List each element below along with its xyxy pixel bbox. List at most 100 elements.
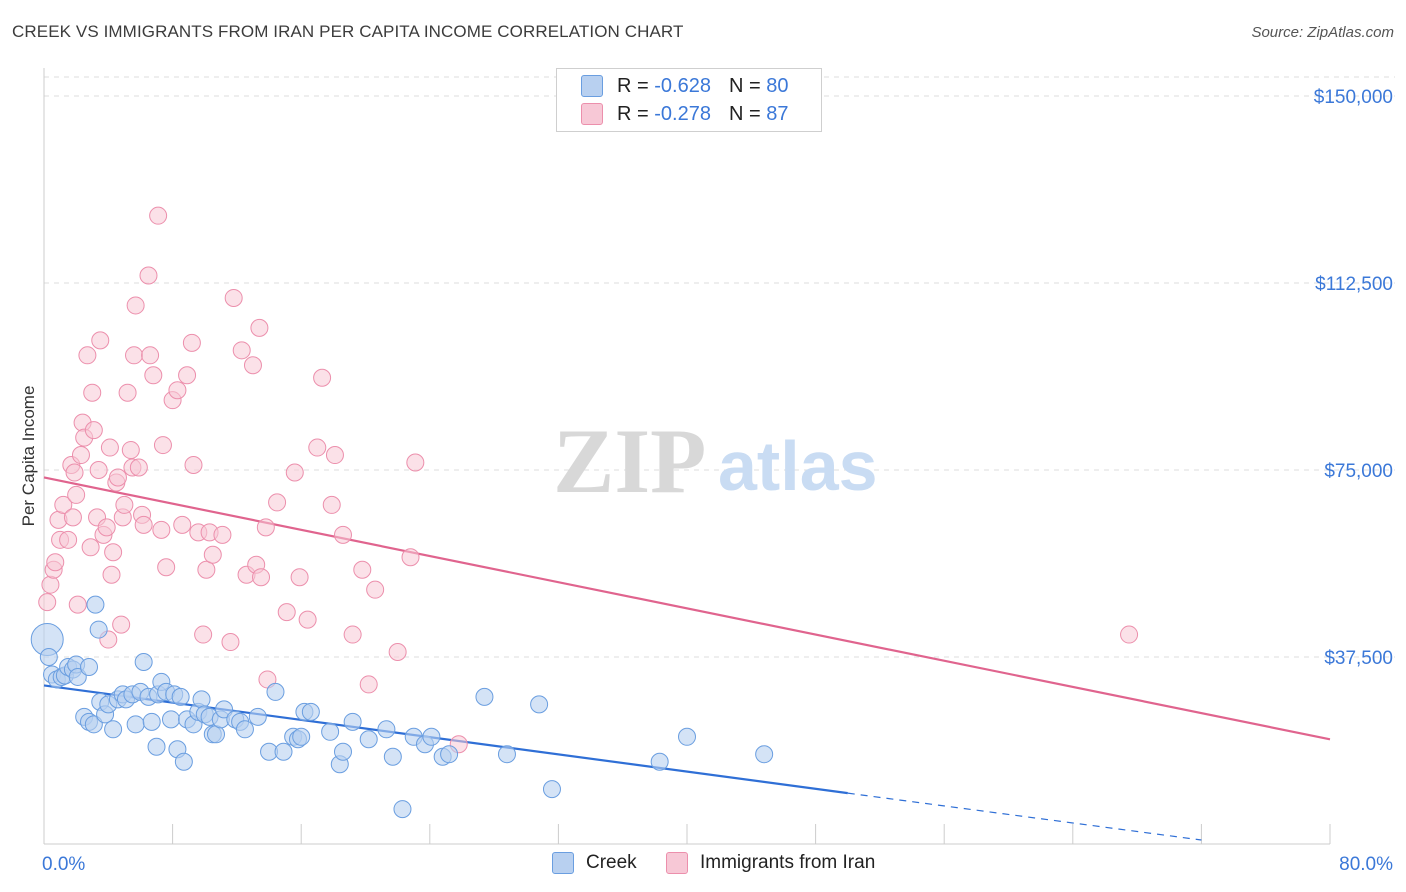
legend-n-label: N =	[728, 74, 761, 97]
data-point-iran	[243, 356, 262, 375]
correlation-legend: R = -0.628 N = 80 R = -0.278 N = 87	[556, 68, 822, 132]
data-point-iran	[141, 346, 160, 365]
data-point-iran	[232, 341, 251, 360]
data-point-creek	[86, 595, 105, 614]
source-label: Source: ZipAtlas.com	[1251, 24, 1394, 41]
data-point-iran	[38, 593, 57, 612]
series-legend-swatch-iran	[666, 852, 688, 874]
data-point-creek	[530, 695, 549, 714]
data-point-iran	[224, 288, 243, 307]
data-point-iran	[149, 206, 168, 225]
data-point-iran	[83, 383, 102, 402]
data-point-iran	[256, 518, 275, 537]
data-point-iran	[308, 438, 327, 457]
trend-line-iran	[43, 476, 1331, 741]
data-point-creek	[248, 707, 267, 726]
data-point-iran	[168, 381, 187, 400]
data-point-iran	[298, 610, 317, 629]
data-point-iran	[144, 366, 163, 385]
data-point-iran	[313, 368, 332, 387]
data-point-creek	[171, 687, 190, 706]
data-point-creek	[161, 710, 180, 729]
data-point-iran	[59, 530, 78, 549]
data-point-iran	[68, 595, 87, 614]
legend-r-value: -0.278	[654, 102, 711, 125]
data-point-creek	[104, 720, 123, 739]
series-immigrants-from-iran	[38, 206, 1139, 754]
legend-n-value: 87	[766, 102, 789, 125]
y-tick-label: $112,500	[1315, 274, 1393, 295]
data-point-iran	[157, 558, 176, 577]
y-tick-label: $75,000	[1324, 461, 1393, 482]
data-point-iran	[65, 463, 84, 482]
data-point-iran	[112, 615, 131, 634]
data-point-creek	[292, 727, 311, 746]
data-point-creek	[84, 715, 103, 734]
data-point-creek	[174, 752, 193, 771]
data-point-iran	[153, 436, 172, 455]
data-point-iran	[129, 458, 148, 477]
data-point-iran	[290, 568, 309, 587]
data-point-creek	[147, 737, 166, 756]
series-creek	[30, 595, 774, 819]
data-point-iran	[221, 633, 240, 652]
data-point-iran	[343, 625, 362, 644]
trend-line-extension	[847, 792, 1202, 841]
data-point-iran	[121, 441, 140, 460]
data-point-creek	[192, 690, 211, 709]
data-point-creek	[343, 712, 362, 731]
legend-swatch-iran	[581, 103, 603, 125]
data-point-iran	[178, 366, 197, 385]
data-point-creek	[68, 667, 87, 686]
watermark-zip-text: ZIP	[553, 410, 706, 512]
data-point-iran	[325, 446, 344, 465]
legend-swatch-creek	[581, 75, 603, 97]
data-point-creek	[235, 720, 254, 739]
data-point-iran	[401, 548, 420, 567]
data-point-iran	[104, 543, 123, 562]
data-point-iran	[194, 625, 213, 644]
data-point-iran	[182, 333, 201, 352]
axes	[43, 68, 1331, 845]
legend-row-creek: R = -0.628 N = 80	[581, 73, 788, 99]
series-legend: Creek Immigrants from Iran	[0, 852, 1406, 878]
data-point-iran	[197, 560, 216, 579]
data-point-creek	[359, 730, 378, 749]
axis-labels: $37,500 $75,000 $112,500 $150,000 0.0% 80.0% P…	[19, 87, 1393, 875]
data-point-iran	[97, 518, 116, 537]
legend-r-label: R =	[617, 74, 649, 97]
y-tick-label: $150,000	[1314, 87, 1393, 108]
data-point-iran	[139, 266, 158, 285]
y-tick-label: $37,500	[1324, 648, 1393, 669]
data-point-iran	[78, 346, 97, 365]
data-point-creek	[542, 780, 561, 799]
data-point-creek	[497, 745, 516, 764]
data-point-iran	[118, 383, 137, 402]
data-point-iran	[268, 493, 287, 512]
data-point-iran	[184, 456, 203, 475]
data-point-creek	[475, 687, 494, 706]
chart-title: CREEK VS IMMIGRANTS FROM IRAN PER CAPITA…	[12, 22, 684, 41]
legend-n-label: N =	[728, 102, 761, 125]
series-legend-label-creek: Creek	[586, 852, 637, 873]
data-point-iran	[353, 560, 372, 579]
data-point-iran	[84, 421, 103, 440]
data-point-creek	[755, 745, 774, 764]
data-point-creek	[321, 722, 340, 741]
data-point-creek	[440, 745, 459, 764]
data-point-iran	[277, 603, 296, 622]
series-legend-label-iran: Immigrants from Iran	[700, 852, 876, 873]
data-point-iran	[322, 495, 341, 514]
data-point-iran	[285, 463, 304, 482]
data-point-iran	[203, 545, 222, 564]
data-point-creek	[266, 682, 285, 701]
data-point-iran	[152, 520, 171, 539]
series-legend-swatch-creek	[552, 852, 574, 874]
data-point-iran	[91, 331, 110, 350]
data-point-iran	[134, 515, 153, 534]
data-point-creek	[678, 727, 696, 746]
data-point-creek	[39, 648, 58, 666]
trend-lines	[43, 476, 1331, 841]
data-point-creek	[301, 702, 320, 721]
data-point-creek	[134, 652, 153, 671]
